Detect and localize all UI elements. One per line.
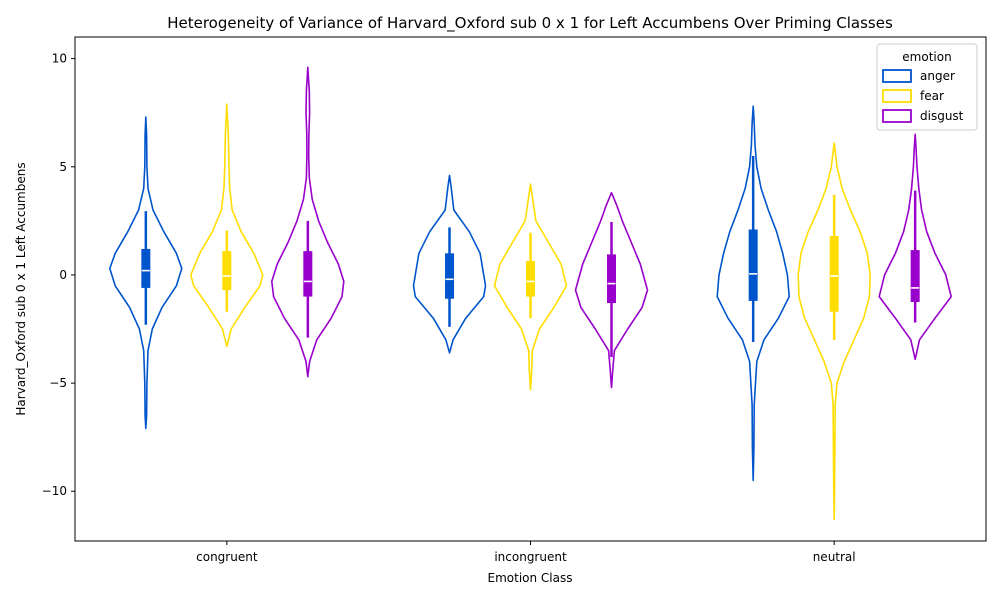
violin-anger-incongruent bbox=[412, 174, 487, 354]
y-tick-label: 5 bbox=[59, 160, 67, 174]
iqr-box-fear-neutral bbox=[829, 236, 839, 312]
iqr-box-anger-congruent bbox=[141, 248, 151, 288]
x-tick-label: congruent bbox=[196, 550, 258, 564]
iqr-box-disgust-congruent bbox=[303, 251, 313, 297]
iqr-box-anger-incongruent bbox=[445, 253, 454, 299]
legend: emotion anger fear disgust bbox=[876, 43, 978, 131]
y-axis-label: Harvard_Oxford sub 0 x 1 Left Accumbens bbox=[14, 162, 28, 415]
violin-disgust-congruent bbox=[271, 66, 345, 378]
legend-swatch-fear bbox=[882, 89, 912, 103]
y-tick-label: −10 bbox=[42, 484, 67, 498]
legend-title: emotion bbox=[902, 50, 951, 64]
violin-anger-neutral bbox=[716, 105, 790, 482]
x-axis-label: Emotion Class bbox=[488, 571, 573, 585]
iqr-box-disgust-incongruent bbox=[607, 254, 616, 304]
x-axis: congruent incongruent neutral bbox=[196, 541, 856, 564]
y-axis: 10 5 0 −5 −10 bbox=[42, 52, 75, 498]
legend-frame bbox=[876, 43, 978, 131]
legend-swatch-anger bbox=[882, 69, 912, 83]
y-tick-label: −5 bbox=[49, 376, 67, 390]
violin-fear-neutral bbox=[797, 142, 871, 521]
violin-disgust-incongruent bbox=[574, 191, 649, 389]
violin-disgust-neutral bbox=[878, 133, 952, 361]
y-tick-label: 0 bbox=[59, 268, 67, 282]
violin-anger-congruent bbox=[109, 116, 183, 430]
iqr-box-disgust-neutral bbox=[910, 250, 920, 302]
iqr-box-fear-congruent bbox=[222, 251, 232, 291]
violins-layer bbox=[109, 66, 952, 521]
x-tick-label: incongruent bbox=[494, 550, 567, 564]
legend-label-fear: fear bbox=[920, 89, 944, 103]
legend-label-anger: anger bbox=[920, 69, 955, 83]
violin-fear-incongruent bbox=[493, 183, 568, 391]
violin-fear-congruent bbox=[190, 103, 264, 348]
x-tick-label: neutral bbox=[813, 550, 856, 564]
legend-swatch-disgust bbox=[882, 109, 912, 123]
legend-label-disgust: disgust bbox=[920, 109, 964, 123]
chart-title: Heterogeneity of Variance of Harvard_Oxf… bbox=[167, 14, 893, 33]
iqr-box-fear-incongruent bbox=[526, 260, 535, 297]
iqr-box-anger-neutral bbox=[748, 229, 758, 301]
boxes-layer bbox=[141, 155, 920, 358]
y-tick-label: 10 bbox=[52, 52, 67, 66]
